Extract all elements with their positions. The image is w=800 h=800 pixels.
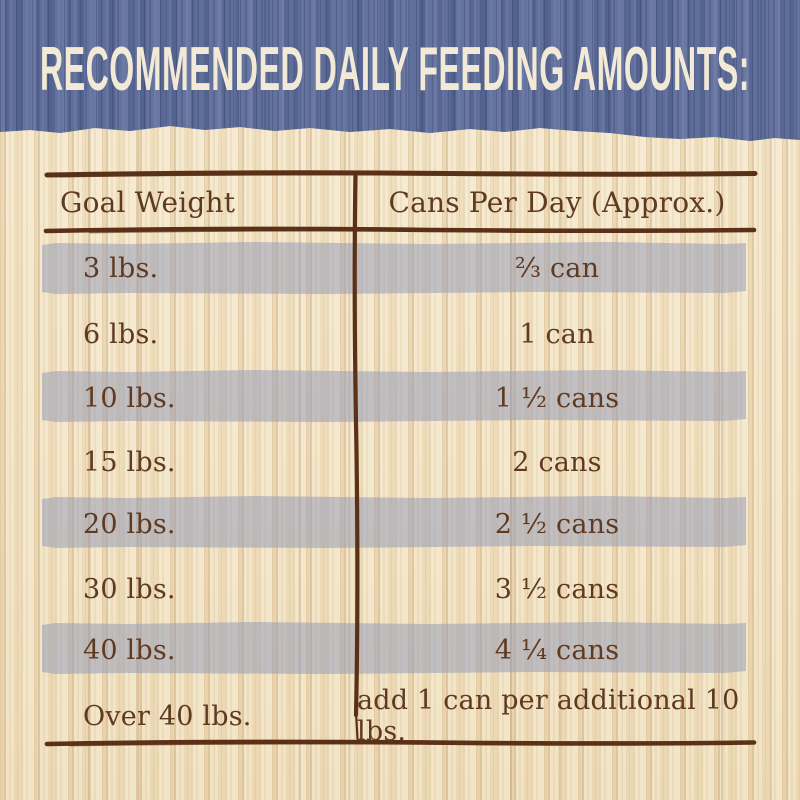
row-highlight-band [42, 496, 746, 548]
goal-weight-value: 3 lbs. [83, 252, 159, 284]
table-row: 3 lbs. ⅔ can [45, 236, 755, 300]
column-header-cans-per-day: Cans Per Day (Approx.) [388, 186, 726, 219]
goal-weight-value: 30 lbs. [83, 573, 176, 605]
goal-weight-value: Over 40 lbs. [83, 700, 252, 732]
header-banner: RECOMMENDED DAILY FEEDING AMOUNTS: [0, 0, 800, 141]
cans-per-day-value: 1 can [519, 318, 595, 350]
cans-per-day-value: ⅔ can [514, 252, 600, 284]
table-row: 15 lbs. 2 cans [45, 430, 755, 494]
row-highlight-band [42, 370, 746, 422]
goal-weight-value: 20 lbs. [83, 508, 176, 540]
table-row: 30 lbs. 3 ½ cans [45, 557, 755, 621]
cans-per-day-value: 3 ½ cans [494, 573, 620, 605]
table-row: 10 lbs. 1 ½ cans [45, 366, 755, 430]
table-row: 20 lbs. 2 ½ cans [45, 492, 755, 556]
goal-weight-value: 6 lbs. [83, 318, 159, 350]
goal-weight-value: 10 lbs. [83, 382, 176, 414]
table-header-row: Goal Weight Cans Per Day (Approx.) [45, 174, 755, 231]
page-title: RECOMMENDED DAILY FEEDING AMOUNTS: [40, 36, 750, 104]
cans-per-day-value: 2 ½ cans [494, 508, 620, 540]
goal-weight-value: 15 lbs. [83, 446, 176, 478]
cans-per-day-value: add 1 can per additional 10 lbs. [357, 685, 740, 747]
row-highlight-band [42, 242, 746, 294]
table-row: Over 40 lbs. add 1 can per additional 10… [45, 684, 755, 748]
table-row: 40 lbs. 4 ¼ cans [45, 618, 755, 682]
cans-per-day-value: 1 ½ cans [494, 382, 620, 414]
column-header-goal-weight: Goal Weight [60, 186, 236, 219]
row-highlight-band [42, 622, 746, 674]
page-title-svg: RECOMMENDED DAILY FEEDING AMOUNTS: [40, 36, 750, 104]
table-row: 6 lbs. 1 can [45, 302, 755, 366]
cans-per-day-value: 4 ¼ cans [494, 634, 620, 666]
cans-per-day-value: 2 cans [512, 446, 602, 478]
goal-weight-value: 40 lbs. [83, 634, 176, 666]
